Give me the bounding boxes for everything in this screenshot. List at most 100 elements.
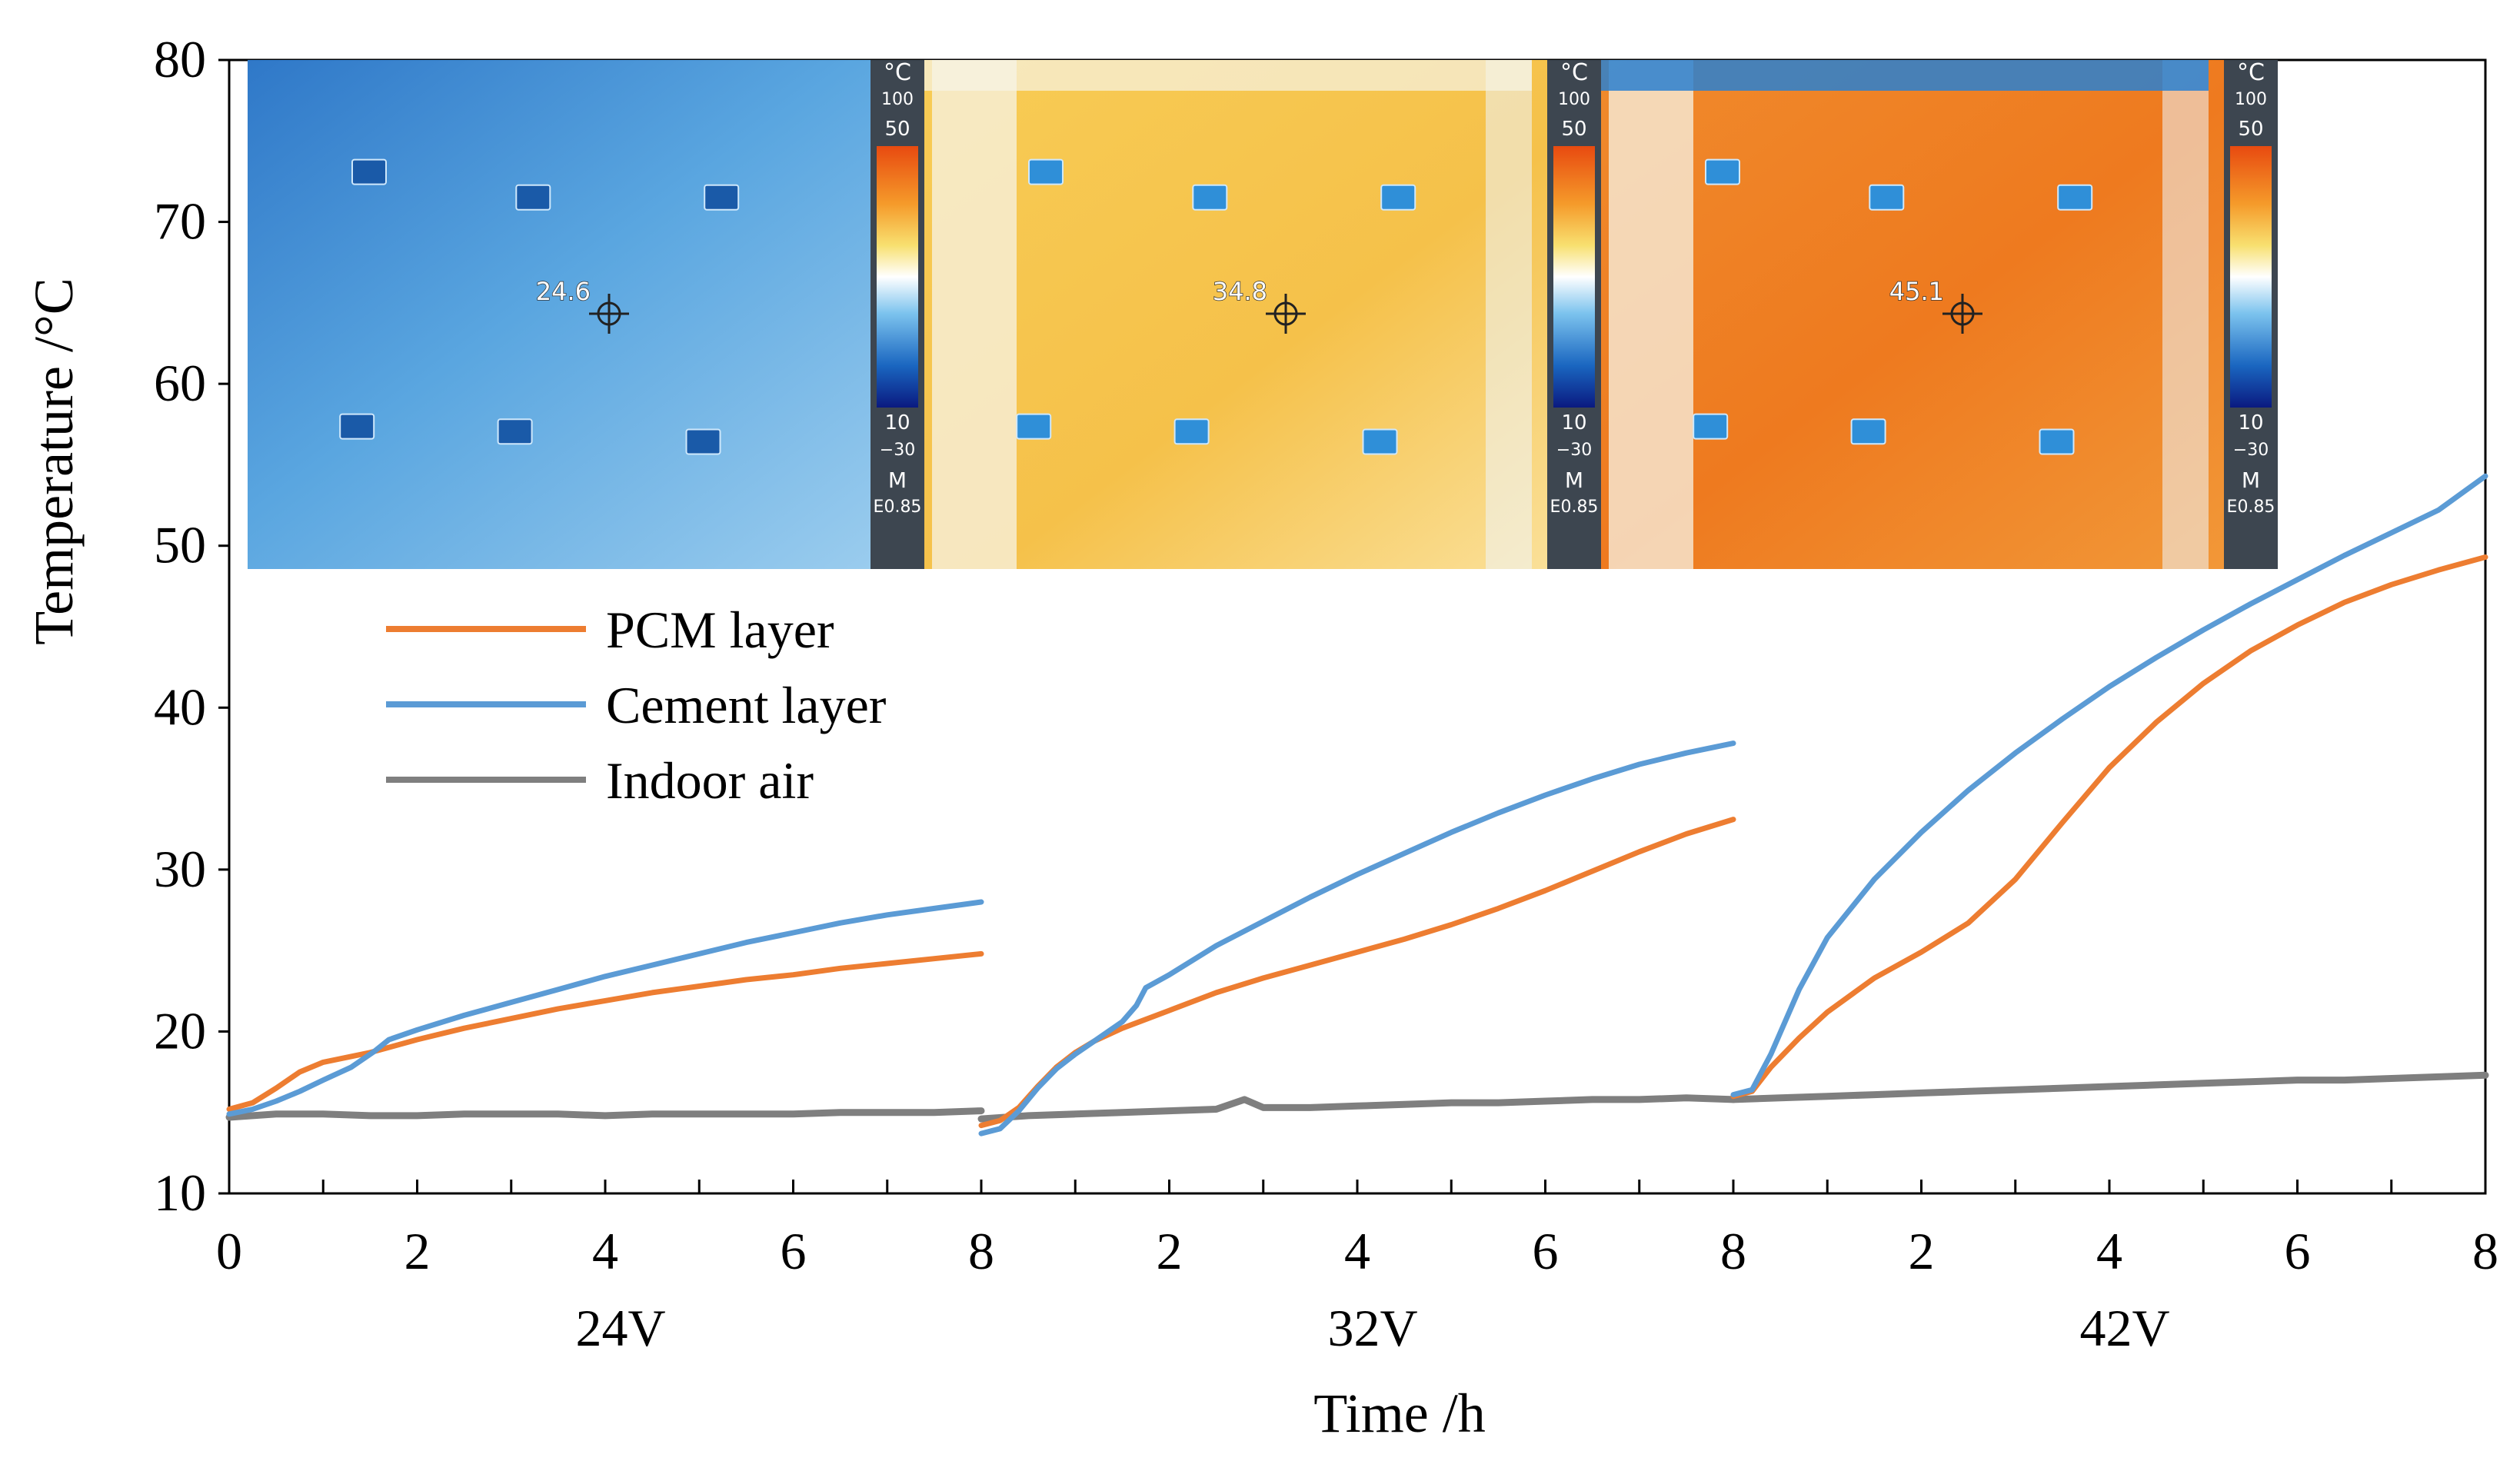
scale-label: 10 bbox=[1561, 411, 1586, 434]
thermal-insets: 24.6°C1005010−30ME0.8534.8°C1005010−30ME… bbox=[248, 59, 2278, 569]
series-line-indoor-air bbox=[225, 1107, 985, 1121]
scale-label: E0.85 bbox=[1550, 498, 1599, 517]
scale-label: 50 bbox=[1561, 118, 1586, 141]
sensor-block bbox=[2057, 184, 2093, 211]
thermal-edge-glow bbox=[1486, 60, 1532, 569]
x-tick-label: 2 bbox=[1909, 1222, 1935, 1280]
x-tick-label: 2 bbox=[404, 1222, 431, 1280]
scale-label: 100 bbox=[2235, 90, 2267, 109]
x-tick-label: 0 bbox=[216, 1222, 242, 1280]
legend-label: Indoor air bbox=[606, 751, 814, 810]
scale-label: 50 bbox=[2238, 118, 2263, 141]
x-tick-label: 4 bbox=[2096, 1222, 2122, 1280]
y-tick-label: 10 bbox=[154, 1163, 206, 1222]
sensor-block bbox=[685, 428, 721, 455]
thermal-edge-glow bbox=[932, 60, 1017, 569]
scale-bar bbox=[1553, 146, 1595, 408]
y-tick-label: 60 bbox=[154, 354, 206, 412]
sensor-block bbox=[1869, 184, 1905, 211]
scale-bar bbox=[2230, 146, 2272, 408]
thermal-image: 45.1 °C 100 50 10 −30 M E0.85 bbox=[1601, 59, 2278, 569]
scale-label: °C bbox=[884, 59, 911, 86]
sensor-block bbox=[2039, 428, 2075, 455]
series-line-cement-layer bbox=[226, 899, 984, 1117]
x-tick-label: 6 bbox=[2285, 1222, 2311, 1280]
crosshair-lines bbox=[1266, 294, 1306, 334]
thermal-edge-glow bbox=[924, 60, 1532, 91]
series-line-pcm-layer bbox=[978, 817, 1736, 1129]
thermal-readout: 24.6 bbox=[536, 277, 591, 306]
series-line-indoor-air bbox=[1729, 1071, 2489, 1103]
y-tick-label: 70 bbox=[154, 192, 206, 251]
y-axis-label: Temperature /°C bbox=[23, 278, 85, 645]
sensor-block bbox=[1362, 428, 1398, 455]
x-axis-label: Time /h bbox=[1313, 1383, 1485, 1444]
sensor-block bbox=[1705, 158, 1740, 185]
y-tick-label: 20 bbox=[154, 1001, 206, 1060]
sensor-block bbox=[497, 418, 533, 445]
sensor-block bbox=[704, 184, 740, 211]
sensor-block bbox=[1192, 184, 1228, 211]
sensor-block bbox=[1380, 184, 1416, 211]
thermal-edge-glow bbox=[1609, 60, 1693, 569]
x-tick-label: 4 bbox=[592, 1222, 618, 1280]
series-line-pcm-layer bbox=[226, 950, 984, 1112]
y-axis: 10 20 30 40 50 60 70 80 bbox=[154, 30, 229, 1222]
crosshair-lines bbox=[1942, 294, 1982, 334]
x-tick-label: 8 bbox=[968, 1222, 994, 1280]
y-tick-label: 30 bbox=[154, 840, 206, 898]
sensor-block bbox=[339, 413, 375, 440]
scale-label: E0.85 bbox=[2227, 498, 2275, 517]
scale-bar bbox=[877, 146, 918, 408]
legend: PCM layer Cement layer Indoor air bbox=[386, 601, 887, 810]
thermal-image-background bbox=[248, 60, 924, 569]
panel-label: 32V bbox=[1327, 1299, 1417, 1357]
scale-label: °C bbox=[2237, 59, 2265, 86]
scale-label: M bbox=[1565, 468, 1583, 493]
scale-label: 50 bbox=[884, 118, 910, 141]
sensor-block bbox=[1173, 418, 1210, 445]
x-tick-label: 8 bbox=[1720, 1222, 1746, 1280]
sensor-block bbox=[1693, 413, 1729, 440]
scale-label: M bbox=[2242, 468, 2260, 493]
thermal-image: 24.6 °C 100 50 10 −30 M E0.85 bbox=[248, 59, 924, 569]
series-line-indoor-air bbox=[977, 1094, 1737, 1123]
scale-label: °C bbox=[1560, 59, 1588, 86]
scale-label: −30 bbox=[2233, 441, 2269, 460]
sensor-block bbox=[1850, 418, 1886, 445]
x-axis: 0 2 4 6 8 24V 2 4 6 8 32V 2 4 6 8 42V bbox=[216, 1180, 2498, 1357]
series-line-pcm-layer bbox=[1730, 554, 2488, 1100]
panel-label: 42V bbox=[2079, 1299, 2169, 1357]
x-tick-label: 2 bbox=[1157, 1222, 1183, 1280]
x-tick-label: 6 bbox=[1533, 1222, 1559, 1280]
thermal-image: 34.8 °C 100 50 10 −30 M E0.85 bbox=[924, 59, 1601, 569]
scale-label: 100 bbox=[881, 90, 914, 109]
thermal-readout: 45.1 bbox=[1889, 277, 1944, 306]
sensor-block bbox=[1028, 158, 1064, 185]
scale-label: M bbox=[888, 468, 907, 493]
series-lines bbox=[225, 473, 2489, 1137]
thermal-edge-glow bbox=[1601, 60, 2209, 91]
scale-label: −30 bbox=[1556, 441, 1592, 460]
series-line-cement-layer bbox=[978, 740, 1736, 1137]
crosshair-lines bbox=[589, 294, 629, 334]
x-tick-label: 4 bbox=[1344, 1222, 1370, 1280]
x-tick-label: 6 bbox=[781, 1222, 807, 1280]
scale-label: 10 bbox=[884, 411, 910, 434]
scale-label: 10 bbox=[2238, 411, 2263, 434]
thermal-edge-glow bbox=[2162, 60, 2209, 569]
y-tick-label: 80 bbox=[154, 30, 206, 88]
series-line-cement-layer bbox=[1730, 473, 2488, 1098]
sensor-block bbox=[515, 184, 551, 211]
legend-label: Cement layer bbox=[606, 676, 887, 734]
scale-label: 100 bbox=[1558, 90, 1590, 109]
sensor-block bbox=[351, 158, 387, 185]
thermal-readout: 34.8 bbox=[1213, 277, 1267, 306]
y-tick-label: 50 bbox=[154, 516, 206, 574]
scale-label: E0.85 bbox=[874, 498, 922, 517]
sensor-block bbox=[1016, 413, 1052, 440]
legend-label: PCM layer bbox=[606, 601, 834, 659]
scale-label: −30 bbox=[880, 441, 915, 460]
x-tick-label: 8 bbox=[2472, 1222, 2498, 1280]
